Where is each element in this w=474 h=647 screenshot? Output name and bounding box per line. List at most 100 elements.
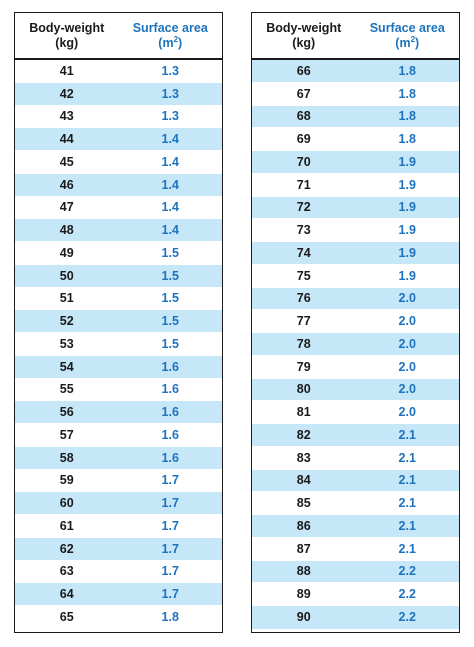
table-row: 66 1.8 (252, 60, 459, 83)
body-weight-cell: 76 (296, 291, 311, 306)
body-weight-cell: 50 (59, 268, 74, 283)
surface-area-cell: 1.4 (161, 200, 179, 215)
header-body-weight: Body-weight (kg) (15, 13, 119, 58)
surface-area-cell: 2.0 (398, 314, 416, 329)
table-row: 52 1.5 (15, 310, 222, 333)
header-area-sup: 2 (410, 34, 416, 44)
body-weight-cell: 64 (59, 587, 74, 602)
table-row: 55 1.6 (15, 379, 222, 402)
header-area-line2: (m2) (158, 34, 182, 51)
surface-area-cell: 1.7 (161, 473, 179, 488)
table-row: 60 1.7 (15, 492, 222, 515)
body-weight-cell: 71 (296, 177, 311, 192)
surface-area-cell: 2.2 (398, 610, 416, 625)
table-row: 71 1.9 (252, 174, 459, 197)
table-row: 58 1.6 (15, 446, 222, 470)
body-weight-cell: 84 (296, 473, 311, 488)
body-weight-cell: 67 (296, 86, 311, 101)
surface-area-cell: 1.9 (398, 268, 416, 283)
surface-area-cell: 1.5 (161, 336, 179, 351)
header-body-weight: Body-weight (kg) (252, 13, 356, 58)
table-row: 78 2.0 (252, 333, 459, 356)
body-weight-cell: 41 (59, 63, 74, 78)
surface-area-cell: 1.9 (398, 200, 416, 215)
surface-area-cell: 1.4 (161, 177, 179, 192)
body-weight-cell: 44 (59, 132, 74, 147)
table-row: 87 2.1 (252, 538, 459, 561)
body-weight-cell: 43 (59, 109, 74, 124)
body-weight-cell: 73 (296, 223, 311, 238)
body-weight-cell: 81 (296, 405, 311, 420)
header-weight-line1: Body-weight (29, 20, 105, 35)
body-weight-cell: 52 (59, 314, 74, 329)
table-row: 44 1.4 (15, 128, 222, 151)
table-row: 68 1.8 (252, 105, 459, 129)
surface-area-cell: 2.1 (398, 518, 416, 533)
table-row: 48 1.4 (15, 219, 222, 242)
surface-area-cell: 1.4 (161, 132, 179, 147)
table-row: 61 1.7 (15, 515, 222, 538)
surface-area-cell: 1.8 (398, 109, 416, 124)
table-row: 90 2.2 (252, 606, 459, 629)
body-weight-cell: 46 (59, 177, 74, 192)
body-weight-cell: 80 (296, 382, 311, 397)
table-row: 47 1.4 (15, 197, 222, 220)
body-weight-cell: 85 (296, 496, 311, 511)
surface-area-cell: 1.3 (161, 63, 179, 78)
table-body-left: 41 1.3 42 1.3 43 1.3 44 1.4 45 1.4 46 1.4 47 1.4 48 1.4… (15, 60, 222, 629)
table-row: 89 2.2 (252, 583, 459, 606)
body-weight-cell: 53 (59, 336, 74, 351)
surface-area-cell: 2.2 (398, 587, 416, 602)
header-area-sup: 2 (173, 34, 179, 44)
table-row: 46 1.4 (15, 173, 222, 197)
table-row: 65 1.8 (15, 606, 222, 629)
body-weight-cell: 45 (59, 154, 74, 169)
body-weight-cell: 70 (296, 154, 311, 169)
table-row: 74 1.9 (252, 242, 459, 265)
body-weight-cell: 90 (296, 610, 311, 625)
table-row: 85 2.1 (252, 492, 459, 515)
body-weight-cell: 54 (59, 359, 74, 374)
surface-area-cell: 1.4 (161, 223, 179, 238)
table-row: 82 2.1 (252, 424, 459, 447)
header-surface-area: Surface area (m2) (356, 13, 460, 58)
header-area-close: ) (415, 35, 420, 50)
table-row: 84 2.1 (252, 469, 459, 493)
body-weight-cell: 47 (59, 200, 74, 215)
body-weight-cell: 61 (59, 518, 74, 533)
table-row: 42 1.3 (15, 82, 222, 106)
table-row: 86 2.1 (252, 515, 459, 538)
table-row: 80 2.0 (252, 378, 459, 402)
body-weight-cell: 78 (296, 336, 311, 351)
body-weight-cell: 69 (296, 132, 311, 147)
body-weight-cell: 88 (296, 564, 311, 579)
body-weight-cell: 83 (296, 450, 311, 465)
surface-area-cell: 1.8 (398, 132, 416, 147)
table-left: Body-weight (kg) Surface area (m2) 41 1.3… (14, 12, 223, 633)
table-row: 41 1.3 (15, 60, 222, 83)
header-area-unit: (m (395, 35, 411, 50)
surface-area-cell: 1.6 (161, 405, 179, 420)
table-row: 75 1.9 (252, 265, 459, 288)
header-area-line1: Surface area (132, 20, 208, 35)
surface-area-cell: 1.7 (161, 541, 179, 556)
surface-area-cell: 2.1 (398, 427, 416, 442)
table-row: 49 1.5 (15, 242, 222, 265)
surface-area-cell: 1.6 (161, 427, 179, 442)
body-weight-cell: 65 (59, 610, 74, 625)
body-weight-cell: 51 (59, 291, 74, 306)
surface-area-cell: 1.6 (161, 450, 179, 465)
body-weight-cell: 55 (59, 382, 74, 397)
body-weight-cell: 62 (59, 541, 74, 556)
surface-area-cell: 2.1 (398, 541, 416, 556)
table-row: 63 1.7 (15, 561, 222, 584)
table-row: 76 2.0 (252, 287, 459, 311)
body-weight-cell: 77 (296, 314, 311, 329)
header-weight-line2: (kg) (55, 35, 79, 50)
header-area-unit: (m (158, 35, 174, 50)
surface-area-cell: 2.0 (398, 291, 416, 306)
surface-area-cell: 1.7 (161, 518, 179, 533)
body-weight-cell: 89 (296, 587, 311, 602)
surface-area-cell: 2.0 (398, 382, 416, 397)
table-row: 50 1.5 (15, 264, 222, 288)
